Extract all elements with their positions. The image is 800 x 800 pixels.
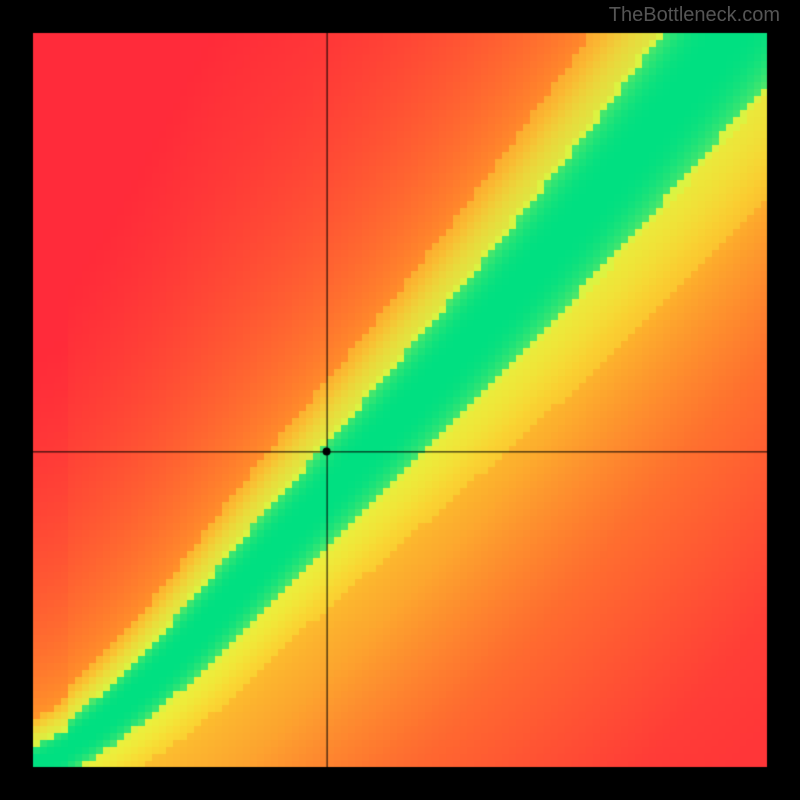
chart-container: TheBottleneck.com [0, 0, 800, 800]
watermark-text: TheBottleneck.com [609, 4, 780, 27]
heatmap-canvas [0, 0, 800, 800]
